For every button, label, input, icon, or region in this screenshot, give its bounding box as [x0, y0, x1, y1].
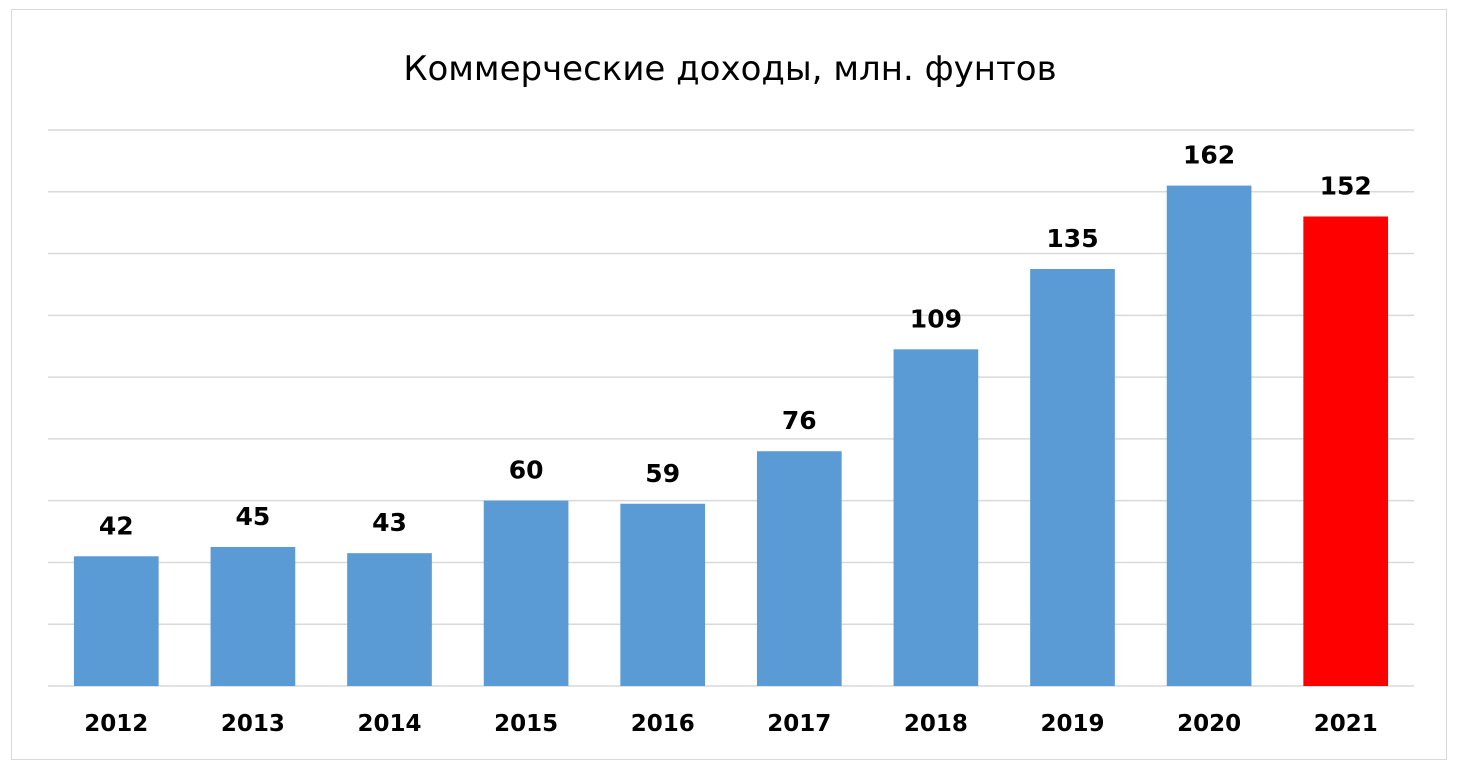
- x-tick-label-2018: 2018: [904, 711, 968, 737]
- bars: [73, 185, 1389, 686]
- x-tick-label-2013: 2013: [221, 711, 285, 737]
- bar-2013: [210, 547, 296, 686]
- bar-2018: [893, 349, 979, 686]
- bar-2020: [1166, 185, 1252, 686]
- data-label-2016: 59: [645, 459, 680, 488]
- bar-2015: [483, 500, 569, 686]
- x-tick-label-2014: 2014: [357, 711, 421, 737]
- data-label-2020: 162: [1183, 141, 1235, 170]
- data-label-2017: 76: [782, 406, 817, 435]
- data-label-2021: 152: [1320, 171, 1372, 200]
- data-label-2013: 45: [236, 502, 271, 531]
- chart-title: Коммерческие доходы, млн. фунтов: [403, 49, 1056, 89]
- data-labels: 42 45 43 60 59 76 109 135 162 152: [99, 141, 1372, 541]
- bar-chart: Коммерческие доходы, млн. фунтов 42 45 43 6…: [48, 49, 1414, 737]
- x-axis-ticks: 2012 2013 2014 2015 2016 2017 2018 2019 2020 2021: [84, 711, 1377, 737]
- bar-2016: [620, 503, 706, 686]
- data-label-2012: 42: [99, 511, 134, 540]
- data-label-2014: 43: [372, 508, 407, 537]
- x-tick-label-2015: 2015: [494, 711, 558, 737]
- data-label-2019: 135: [1046, 224, 1098, 253]
- data-label-2018: 109: [910, 304, 962, 333]
- x-tick-label-2016: 2016: [631, 711, 695, 737]
- bar-2012: [73, 556, 159, 686]
- bar-2021: [1303, 216, 1389, 686]
- bar-2014: [347, 553, 432, 686]
- data-label-2015: 60: [509, 456, 544, 485]
- x-tick-label-2021: 2021: [1314, 711, 1378, 737]
- x-tick-label-2019: 2019: [1040, 711, 1104, 737]
- x-tick-label-2020: 2020: [1177, 711, 1241, 737]
- x-tick-label-2012: 2012: [84, 711, 148, 737]
- bar-2019: [1030, 269, 1115, 686]
- chart-frame: Коммерческие доходы, млн. фунтов 42 45 43 6…: [11, 9, 1447, 760]
- x-tick-label-2017: 2017: [767, 711, 831, 737]
- bar-2017: [756, 451, 842, 686]
